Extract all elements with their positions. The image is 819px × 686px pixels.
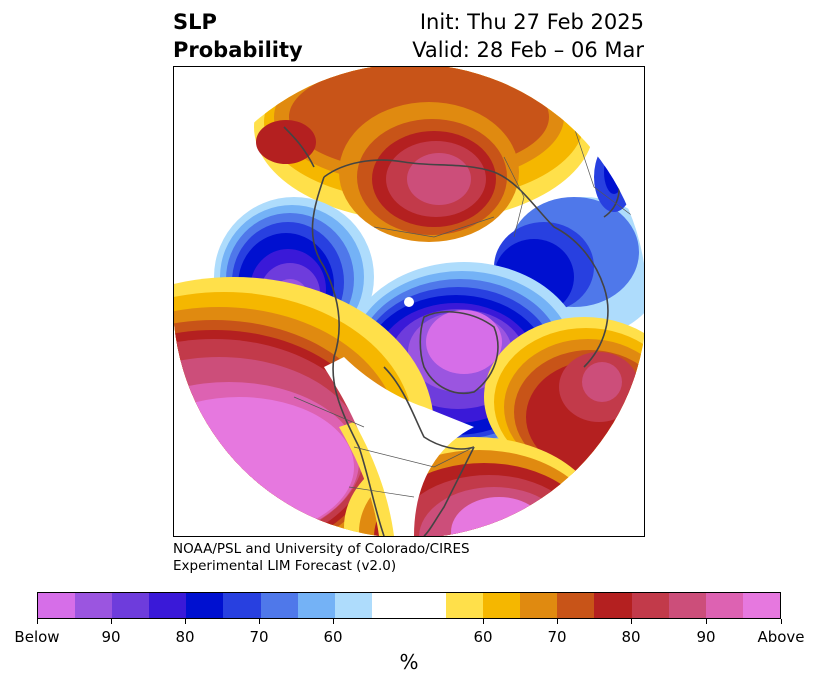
colorbar-tick-label: Below — [14, 628, 60, 646]
colorbar-tickmark — [706, 619, 707, 624]
colorbar-swatch — [520, 593, 558, 618]
colorbar-swatch — [371, 593, 409, 618]
colorbar-tick-label: 70 — [547, 628, 567, 646]
credit-model: Experimental LIM Forecast (v2.0) — [173, 558, 397, 574]
init-date: Init: Thu 27 Feb 2025 — [419, 10, 644, 34]
colorbar-swatch — [149, 593, 187, 618]
colorbar-swatch — [38, 593, 76, 618]
colorbar-tickmark — [557, 619, 558, 624]
title-right: Init: Thu 27 Feb 2025 Valid: 28 Feb – 06… — [412, 8, 644, 64]
colorbar-tickmark — [37, 619, 38, 624]
colorbar-tickmark — [781, 619, 782, 624]
colorbar-swatch — [408, 593, 447, 618]
coastlines — [283, 106, 620, 536]
colorbar-tick-label: 60 — [473, 628, 493, 646]
colorbar-tick-label: 70 — [249, 628, 269, 646]
colorbar-tick-label: 90 — [696, 628, 716, 646]
colorbar-swatch — [631, 593, 669, 618]
colorbar-swatch — [75, 593, 113, 618]
colorbar-tickmark — [259, 619, 260, 624]
colorbar-swatch — [112, 593, 150, 618]
colorbar-swatch — [223, 593, 261, 618]
title-left: SLP Probability — [173, 8, 303, 64]
colorbar-tickmark — [631, 619, 632, 624]
title-type: Probability — [173, 38, 303, 62]
credit-org: NOAA/PSL and University of Colorado/CIRE… — [173, 541, 470, 557]
north-america-neutral-region — [324, 357, 474, 536]
credit-block: NOAA/PSL and University of Colorado/CIRE… — [173, 541, 470, 575]
borders — [293, 126, 635, 498]
north-pacific-high-region — [174, 277, 434, 536]
colorbar-tick-label: 80 — [175, 628, 195, 646]
colorbar-unit: % — [399, 650, 419, 674]
probability-map — [174, 67, 644, 536]
colorbar-swatch — [260, 593, 298, 618]
colorbar-tick-label: 60 — [323, 628, 343, 646]
colorbar — [37, 592, 781, 619]
north-pole-marker — [404, 297, 414, 307]
colorbar-swatch — [334, 593, 372, 618]
colorbar-swatch — [557, 593, 595, 618]
colorbar-tickmark — [483, 619, 484, 624]
valid-range: Valid: 28 Feb – 06 Mar — [412, 38, 644, 62]
colorbar-tick-label: 90 — [101, 628, 121, 646]
colorbar-swatch — [594, 593, 632, 618]
colorbar-swatch — [742, 593, 780, 618]
colorbar-tickmark — [111, 619, 112, 624]
colorbar-swatch — [483, 593, 521, 618]
colorbar-tick-label: 80 — [621, 628, 641, 646]
colorbar-tick-label: Above — [757, 628, 805, 646]
colorbar-swatch — [705, 593, 743, 618]
colorbar-swatch — [668, 593, 706, 618]
colorbar-swatch — [446, 593, 484, 618]
siberia-high-region — [254, 67, 594, 242]
colorbar-swatch — [297, 593, 335, 618]
colorbar-tickmark — [185, 619, 186, 624]
colorbar-tickmark — [333, 619, 334, 624]
map-panel — [173, 66, 645, 537]
colorbar-swatch — [186, 593, 224, 618]
title-variable: SLP — [173, 10, 217, 34]
